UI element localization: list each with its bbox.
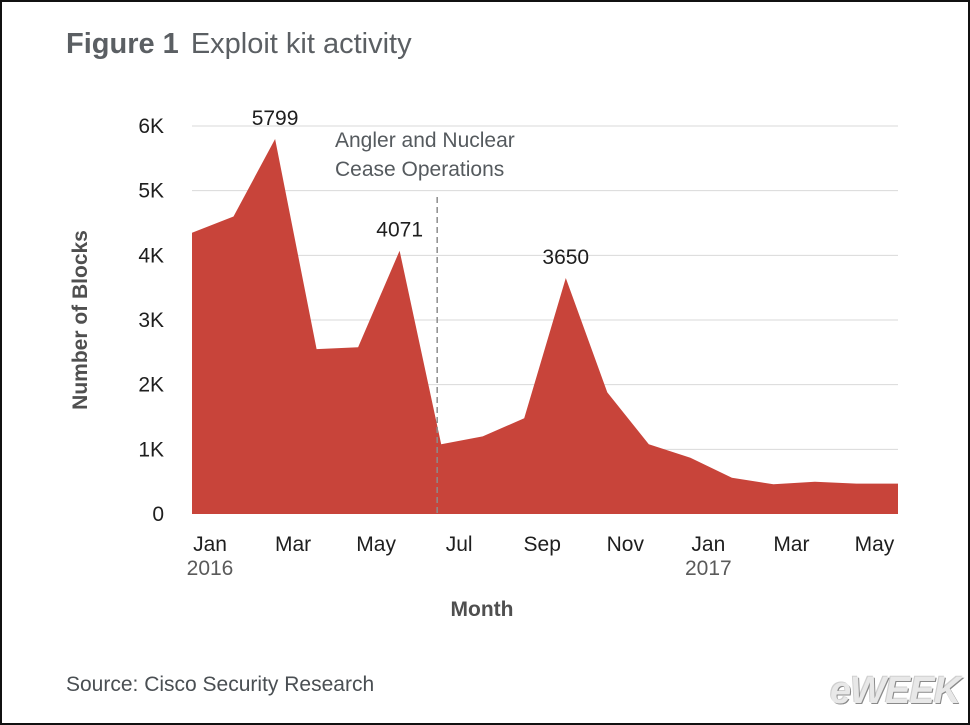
- y-tick-label: 6K: [138, 115, 164, 138]
- source-note: Source: Cisco Security Research: [66, 673, 375, 696]
- y-tick-label: 5K: [138, 180, 164, 203]
- annotation-line: Angler and Nuclear: [335, 129, 515, 152]
- annotation: Angler and Nuclear Cease Operations: [335, 129, 515, 181]
- x-axis-title: Month: [451, 598, 514, 621]
- x-tick-month-label: May: [855, 533, 895, 556]
- x-tick-year-label: 2016: [187, 557, 234, 580]
- x-tick-month-label: Jan: [691, 533, 725, 556]
- x-tick-month-label: Jul: [446, 533, 473, 556]
- y-tick-label: 0: [152, 503, 164, 526]
- area-series-fill: [192, 139, 898, 514]
- y-tick-label: 1K: [138, 438, 164, 461]
- x-tick-month-label: Jan: [193, 533, 227, 556]
- data-label: 3650: [542, 246, 589, 269]
- y-axis-ticks: 0 1K 2K 3K 4K 5K 6K: [138, 115, 164, 526]
- data-labels: 5799 4071 3650: [252, 107, 589, 269]
- annotation-line: Cease Operations: [335, 158, 504, 181]
- data-label: 5799: [252, 107, 299, 130]
- y-axis-title: Number of Blocks: [69, 230, 92, 410]
- figure-label: Figure 1: [66, 28, 179, 60]
- x-tick-month-label: Mar: [275, 533, 311, 556]
- data-label: 4071: [376, 219, 423, 242]
- x-tick-month-label: Nov: [607, 533, 645, 556]
- eweek-logo: eWEEK: [830, 670, 961, 712]
- area-series: [192, 139, 898, 514]
- x-tick-month-label: Sep: [524, 533, 561, 556]
- y-tick-label: 4K: [138, 244, 164, 267]
- figure-title: Figure 1 Exploit kit activity: [66, 28, 412, 61]
- x-tick-month-label: Mar: [773, 533, 809, 556]
- y-tick-label: 3K: [138, 309, 164, 332]
- x-tick-year-label: 2017: [685, 557, 732, 580]
- figure-name: Exploit kit activity: [190, 28, 412, 60]
- x-tick-month-label: May: [356, 533, 396, 556]
- y-tick-label: 2K: [138, 374, 164, 397]
